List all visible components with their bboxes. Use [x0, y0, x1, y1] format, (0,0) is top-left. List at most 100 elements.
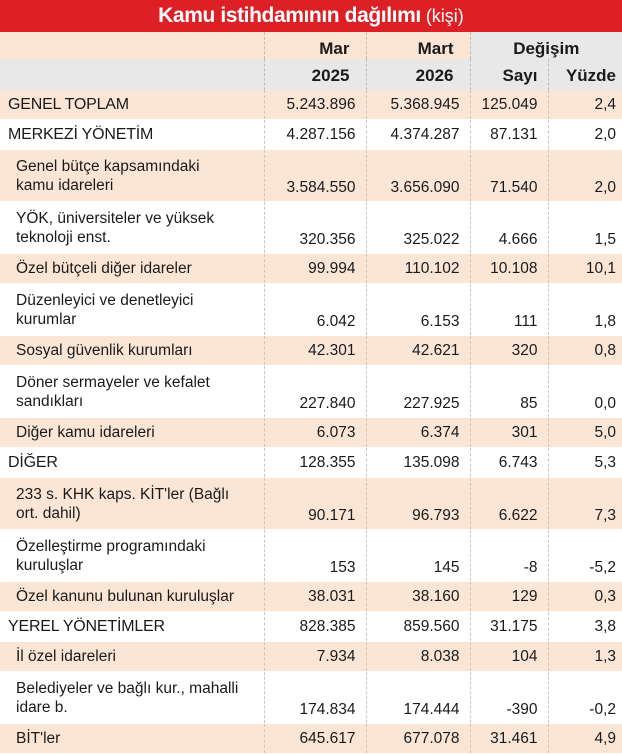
- cell-mar-2025: 3.584.550: [263, 149, 366, 202]
- cell-yuzde: 1,5: [547, 201, 622, 254]
- cell-yuzde: 2,0: [547, 149, 622, 202]
- cell-yuzde: 2,4: [547, 90, 622, 120]
- table-row: Özel kanunu bulunan kuruluşlar 38.031 38…: [0, 581, 622, 612]
- row-label: Sosyal güvenlik kurumları: [0, 335, 264, 366]
- cell-sayi: 10.108: [469, 253, 548, 284]
- cell-mart-2026: 4.374.287: [365, 119, 470, 150]
- row-label: Düzenleyici ve denetleyici kurumlar: [0, 283, 264, 336]
- cell-yuzde: 7,3: [547, 477, 622, 530]
- row-label-line2: sandıkları: [16, 392, 84, 410]
- cell-sayi: 104: [469, 641, 548, 672]
- cell-mart-2026: 6.374: [365, 417, 470, 448]
- cell-mar-2025: 5.243.896: [263, 90, 366, 120]
- cell-mart-2026: 42.621: [365, 335, 470, 366]
- cell-sayi: 111: [469, 283, 548, 336]
- cell-sayi: 31.175: [469, 611, 548, 642]
- row-label-line2: kuruluşlar: [16, 556, 84, 574]
- cell-sayi: 301: [469, 417, 548, 448]
- row-label: GENEL TOPLAM: [0, 90, 264, 120]
- cell-mar-2025: 99.994: [263, 253, 366, 284]
- cell-mar-2025: 6.042: [263, 283, 366, 336]
- cell-sayi: 31.461: [469, 723, 548, 754]
- row-label: Özel kanunu bulunan kuruluşlar: [0, 581, 264, 612]
- cell-mar-2025: 320.356: [263, 201, 366, 254]
- cell-mart-2026: 110.102: [365, 253, 470, 284]
- row-label-line1: Genel bütçe kapsamındaki: [16, 157, 200, 175]
- cell-sayi: 6.622: [469, 477, 548, 530]
- cell-mart-2026: 174.444: [365, 671, 470, 724]
- cell-mart-2026: 96.793: [365, 477, 470, 530]
- table-row: Sosyal güvenlik kurumları 42.301 42.621 …: [0, 335, 622, 366]
- cell-mart-2026: 677.078: [365, 723, 470, 754]
- cell-sayi: 320: [469, 335, 548, 366]
- header-sayi: Sayı: [469, 59, 548, 90]
- cell-sayi: 71.540: [469, 149, 548, 202]
- row-label: 233 s. KHK kaps. KİT'ler (Bağlı ort. dahi…: [0, 477, 264, 530]
- cell-mart-2026: 145: [365, 529, 470, 582]
- table-row: 233 s. KHK kaps. KİT'ler (Bağlı ort. dahi…: [0, 477, 622, 530]
- row-label: YÖK, üniversiteler ve yüksek teknoloji en…: [0, 201, 264, 254]
- cell-yuzde: 0,8: [547, 335, 622, 366]
- cell-mar-2025: 6.073: [263, 417, 366, 448]
- row-label: MERKEZİ YÖNETİM: [0, 119, 264, 150]
- cell-yuzde: -5,2: [547, 529, 622, 582]
- cell-sayi: 129: [469, 581, 548, 612]
- header-label-blank-2: [0, 59, 264, 90]
- cell-mar-2025: 174.834: [263, 671, 366, 724]
- row-label: İl özel idareleri: [0, 641, 264, 672]
- row-label: BİT'ler: [0, 723, 264, 754]
- row-label: DİĞER: [0, 447, 264, 478]
- row-label-line1: 233 s. KHK kaps. KİT'ler (Bağlı: [16, 485, 230, 503]
- cell-mart-2026: 859.560: [365, 611, 470, 642]
- table-title: Kamu istihdamının dağılımı: [158, 4, 421, 27]
- cell-yuzde: 2,0: [547, 119, 622, 150]
- cell-yuzde: 1,8: [547, 283, 622, 336]
- row-label-line2: teknoloji enst.: [16, 228, 111, 246]
- cell-mart-2026: 38.160: [365, 581, 470, 612]
- header-yuzde: Yüzde: [547, 59, 622, 90]
- cell-mart-2026: 227.925: [365, 365, 470, 418]
- table-row: BİT'ler 645.617 677.078 31.461 4,9: [0, 723, 622, 754]
- cell-sayi: -390: [469, 671, 548, 724]
- cell-sayi: 125.049: [469, 90, 548, 120]
- cell-sayi: 85: [469, 365, 548, 418]
- cell-yuzde: 0,0: [547, 365, 622, 418]
- row-label: Diğer kamu idareleri: [0, 417, 264, 448]
- row-label-line1: Döner sermayeler ve kefalet: [16, 373, 210, 391]
- row-label: Belediyeler ve bağlı kur., mahalli idare …: [0, 671, 264, 724]
- header-label-blank: [0, 32, 264, 59]
- header-mar-2025-line1: Mar: [263, 32, 366, 59]
- row-label: YEREL YÖNETİMLER: [0, 611, 264, 642]
- cell-mar-2025: 38.031: [263, 581, 366, 612]
- table-row: YÖK, üniversiteler ve yüksek teknoloji en…: [0, 201, 622, 254]
- row-label-line1: YÖK, üniversiteler ve yüksek: [16, 209, 215, 227]
- table-row: İl özel idareleri 7.934 8.038 104 1,3: [0, 641, 622, 672]
- cell-sayi: 87.131: [469, 119, 548, 150]
- cell-mart-2026: 5.368.945: [365, 90, 470, 120]
- cell-yuzde: 4,9: [547, 723, 622, 754]
- row-label-line1: Düzenleyici ve denetleyici: [16, 291, 194, 309]
- row-label: Özelleştirme programındaki kuruluşlar: [0, 529, 264, 582]
- header-mart-2026-line1: Mart: [365, 32, 470, 59]
- cell-yuzde: 5,0: [547, 417, 622, 448]
- table-row: Diğer kamu idareleri 6.073 6.374 301 5,0: [0, 417, 622, 448]
- table-unit: (kişi): [425, 5, 464, 26]
- cell-mar-2025: 128.355: [263, 447, 366, 478]
- header-change-group: Değişim: [469, 32, 622, 59]
- table-row: YEREL YÖNETİMLER 828.385 859.560 31.175 …: [0, 611, 622, 642]
- row-label-line2: idare b.: [16, 698, 68, 716]
- row-label-line1: Özelleştirme programındaki: [16, 537, 206, 555]
- table-row: Belediyeler ve bağlı kur., mahalli idare …: [0, 671, 622, 724]
- cell-yuzde: 5,3: [547, 447, 622, 478]
- cell-sayi: 4.666: [469, 201, 548, 254]
- cell-yuzde: 3,8: [547, 611, 622, 642]
- employment-table: Mar Mart Değişim 2025 2026 Sayı Yüzde GE…: [0, 32, 622, 754]
- cell-mar-2025: 828.385: [263, 611, 366, 642]
- table-row: Genel bütçe kapsamındaki kamu idareleri 3…: [0, 149, 622, 202]
- table-row: Döner sermayeler ve kefalet sandıkları 22…: [0, 365, 622, 418]
- cell-yuzde: -0,2: [547, 671, 622, 724]
- row-label-line2: kurumlar: [16, 310, 77, 328]
- table-row: Düzenleyici ve denetleyici kurumlar 6.042…: [0, 283, 622, 336]
- row-label-line1: Belediyeler ve bağlı kur., mahalli: [16, 679, 239, 697]
